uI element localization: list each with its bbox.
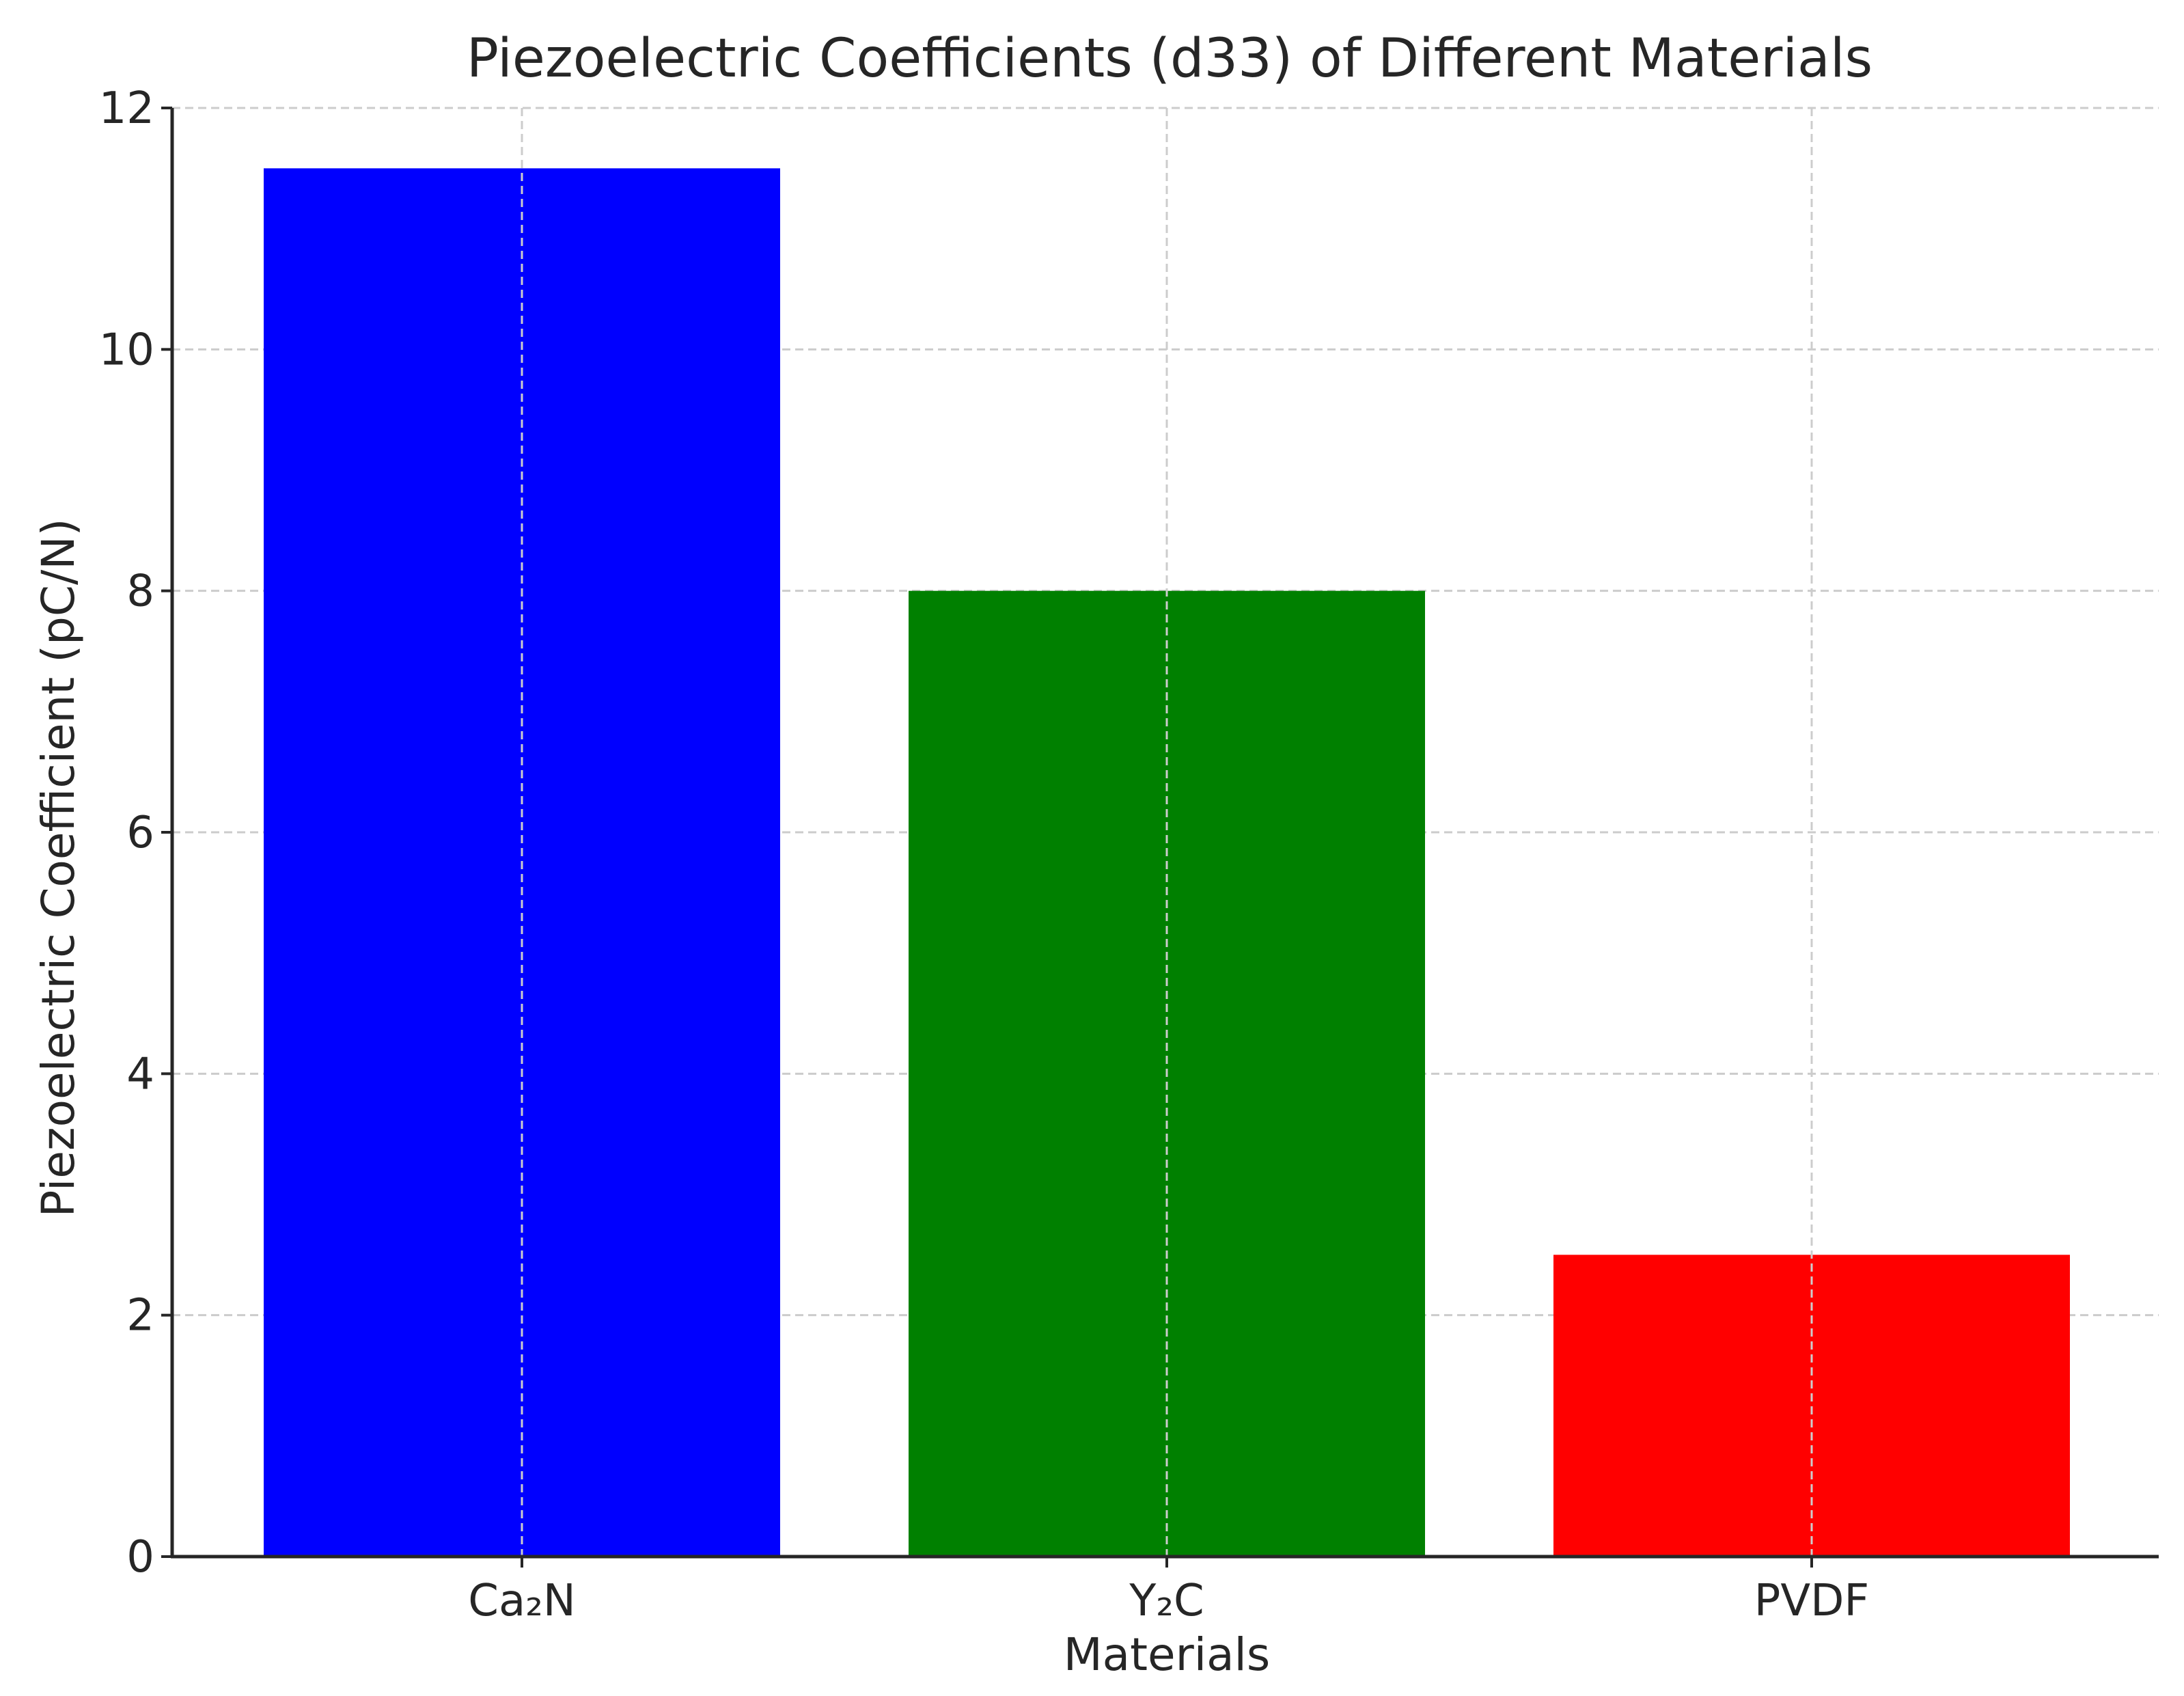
y-tick-label: 2 (126, 1291, 154, 1341)
y-tick-label: 0 (126, 1532, 154, 1583)
y-tick-label: 12 (99, 83, 154, 134)
y-tick-label: 10 (99, 325, 154, 375)
x-tick-labels: Ca₂N Y₂C PVDF (468, 1576, 1869, 1626)
y-tick-label: 8 (126, 566, 154, 617)
axis-layer (161, 107, 2159, 1568)
y-tick-label: 6 (126, 808, 154, 858)
x-grid-layer (521, 108, 1813, 1557)
x-tick-label: PVDF (1754, 1576, 1869, 1626)
chart-title: Piezoelectric Coefficients (d33) of Diff… (467, 28, 1872, 90)
x-axis-title: Materials (1064, 1628, 1271, 1681)
x-tick-label: Ca₂N (468, 1576, 575, 1626)
x-tick-label: Y₂C (1129, 1576, 1204, 1626)
y-tick-label: 4 (126, 1049, 154, 1099)
y-axis-title: Piezoelectric Coefficient (pC/N) (32, 519, 85, 1218)
y-tick-labels: 0 2 4 6 8 10 12 (99, 83, 154, 1583)
